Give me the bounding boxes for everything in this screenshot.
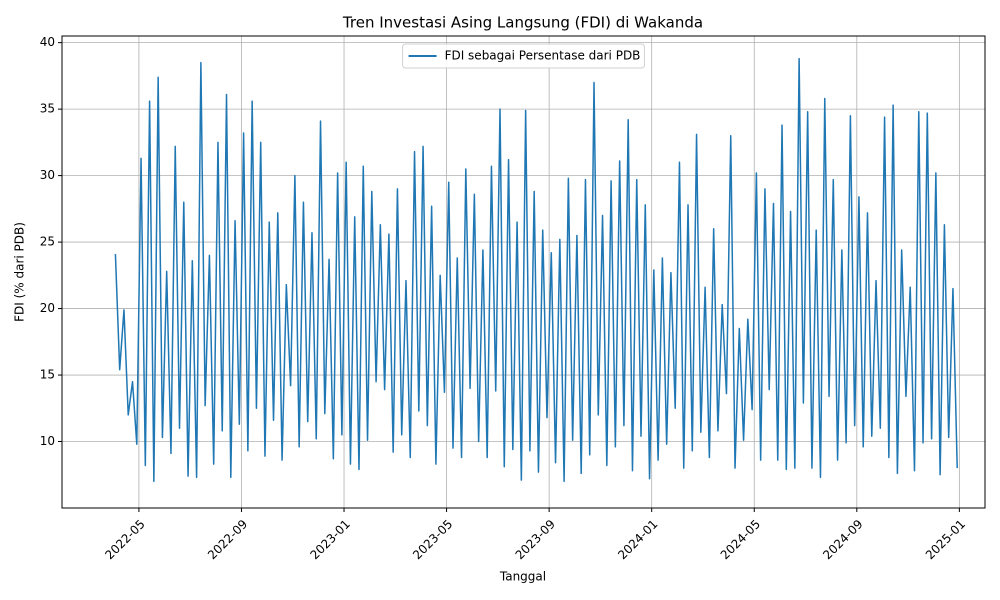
y-tick-label: 15 xyxy=(40,368,55,382)
y-tick-label: 20 xyxy=(40,301,55,315)
chart-title: Tren Investasi Asing Langsung (FDI) di W… xyxy=(342,14,703,32)
y-tick-label: 10 xyxy=(40,434,55,448)
legend-label: FDI sebagai Persentase dari PDB xyxy=(445,49,641,63)
y-tick-label: 30 xyxy=(40,168,55,182)
y-axis-label: FDI (% dari PDB) xyxy=(13,222,27,322)
y-tick-label: 40 xyxy=(40,35,55,49)
data-line xyxy=(114,57,958,483)
legend-box xyxy=(402,43,645,69)
y-tick-label: 25 xyxy=(40,235,55,249)
plot-frame xyxy=(61,35,986,509)
x-axis-label: Tanggal xyxy=(499,570,546,584)
y-tick-label: 35 xyxy=(40,102,55,116)
